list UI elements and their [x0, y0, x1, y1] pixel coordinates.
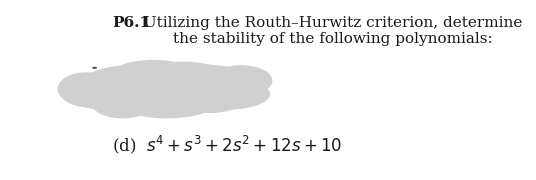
Ellipse shape [183, 78, 270, 110]
Ellipse shape [140, 62, 227, 90]
Ellipse shape [58, 72, 118, 108]
Ellipse shape [207, 65, 272, 97]
Text: (d)  $s^4 + s^3 + 2s^2 + 12s + 10$: (d) $s^4 + s^3 + 2s^2 + 12s + 10$ [112, 133, 343, 156]
Ellipse shape [114, 60, 192, 85]
Text: Utilizing the Routh–Hurwitz criterion, determine
        the stability of the fo: Utilizing the Routh–Hurwitz criterion, d… [133, 15, 522, 46]
Ellipse shape [175, 88, 244, 113]
Ellipse shape [84, 65, 179, 97]
Ellipse shape [92, 90, 153, 118]
Text: P6.1: P6.1 [112, 15, 150, 30]
Ellipse shape [131, 64, 262, 109]
Ellipse shape [71, 76, 149, 111]
Ellipse shape [112, 79, 220, 118]
Ellipse shape [92, 67, 97, 69]
Ellipse shape [79, 65, 201, 115]
